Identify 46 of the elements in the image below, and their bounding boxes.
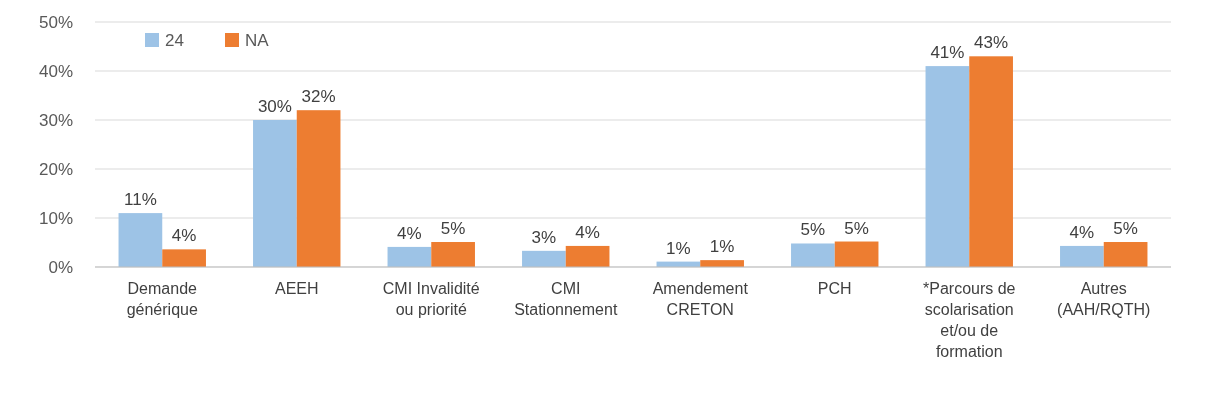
data-label: 5% bbox=[440, 219, 466, 239]
data-label: 3% bbox=[531, 227, 557, 247]
data-label: 4% bbox=[575, 222, 600, 242]
x-tick-label: Demande générique bbox=[126, 280, 198, 318]
x-tick-label: CMI Invalidité ou priorité bbox=[382, 280, 480, 318]
y-tick-label: 50% bbox=[38, 12, 73, 32]
data-label: 4% bbox=[397, 223, 422, 243]
bar bbox=[253, 120, 297, 267]
bar bbox=[431, 242, 475, 267]
bar bbox=[522, 250, 566, 267]
bar bbox=[925, 66, 970, 267]
bar bbox=[387, 246, 432, 267]
data-label: 5% bbox=[800, 220, 826, 240]
bar bbox=[296, 110, 341, 267]
legend-label: NA bbox=[245, 30, 270, 50]
data-label: 11% bbox=[124, 190, 157, 210]
bar bbox=[834, 241, 879, 267]
x-tick-label: CMI Stationnement bbox=[514, 280, 618, 318]
legend-label: 24 bbox=[165, 30, 184, 50]
data-label: 1% bbox=[666, 238, 691, 258]
bar bbox=[1103, 242, 1148, 267]
data-label: 43% bbox=[974, 33, 1009, 53]
bar bbox=[565, 245, 610, 267]
data-label: 1% bbox=[709, 237, 735, 257]
data-label: 41% bbox=[930, 43, 965, 63]
x-tick-label: Amendement CRETON bbox=[652, 280, 749, 318]
bar bbox=[1060, 245, 1104, 267]
bar bbox=[791, 243, 835, 267]
x-tick-label: PCH bbox=[817, 280, 852, 297]
data-label: 30% bbox=[257, 97, 292, 116]
y-tick-label: 30% bbox=[38, 110, 73, 130]
y-tick-label: 0% bbox=[48, 257, 73, 277]
x-tick-label: Autres (AAH/RQTH) bbox=[1057, 280, 1151, 318]
bar bbox=[969, 56, 1013, 267]
data-label: 32% bbox=[301, 87, 336, 107]
y-tick-label: 20% bbox=[38, 159, 73, 179]
bar bbox=[162, 249, 206, 267]
data-label: 5% bbox=[1113, 219, 1138, 239]
x-tick-label: *Parcours de scolarisation et/ou de formation bbox=[923, 280, 1016, 360]
y-tick-label: 10% bbox=[38, 208, 73, 228]
x-tick-label: AEEH bbox=[274, 280, 319, 297]
data-label: 4% bbox=[171, 226, 197, 246]
y-tick-label: 40% bbox=[38, 61, 73, 81]
data-label: 5% bbox=[844, 218, 869, 238]
bar bbox=[118, 213, 163, 267]
data-label: 4% bbox=[1069, 222, 1095, 242]
